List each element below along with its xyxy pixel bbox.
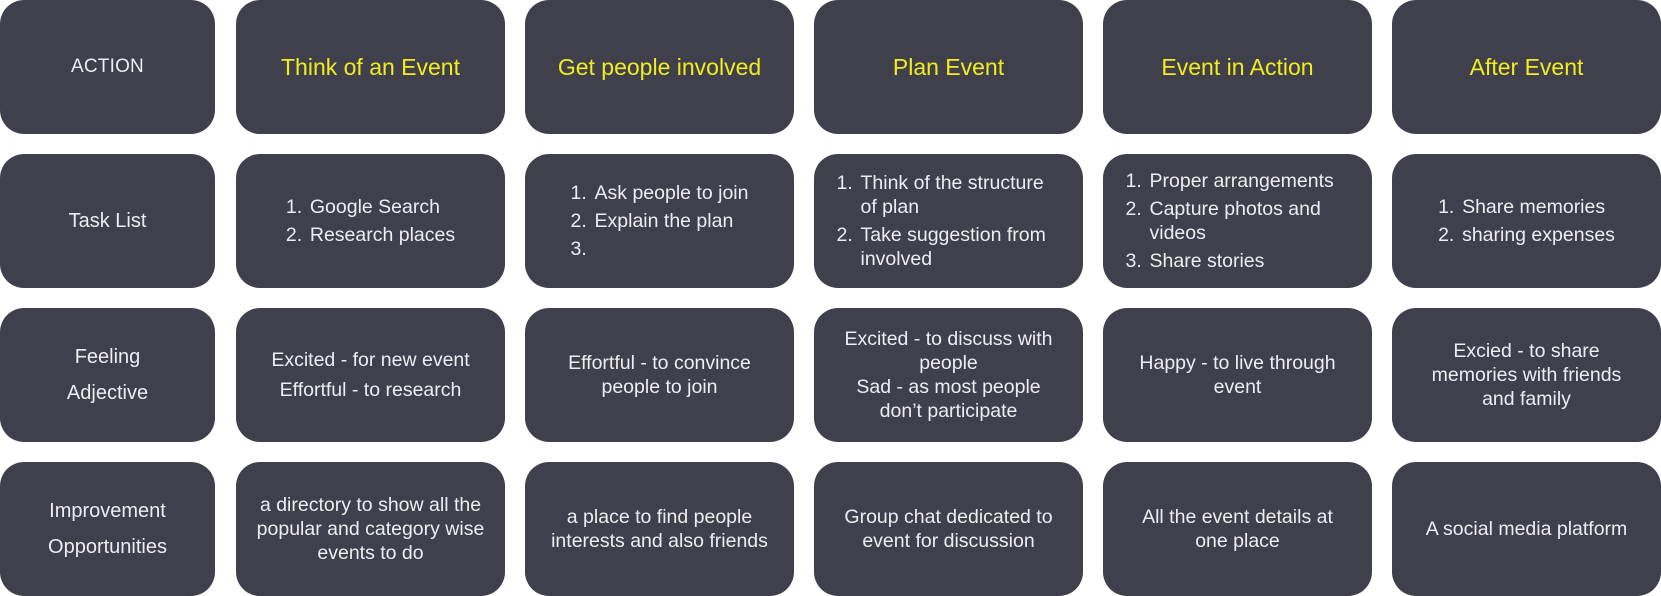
row-label-improvement-line2: Opportunities: [48, 536, 167, 558]
improvement-text: Group chat dedicated to event for discus…: [844, 506, 1053, 552]
task-text: Research places: [309, 224, 456, 246]
task-list-card-think-of-event: 1. Google Search 2. Research places: [236, 154, 505, 288]
row-label-feeling-line2: Adjective: [66, 382, 149, 404]
feeling-card-after-event: Excied - to share memories with friends …: [1392, 308, 1661, 442]
task-list: 1. Ask people to join 2. Explain the pla…: [571, 181, 749, 261]
feeling-text: Excied - to share memories with friends …: [1431, 340, 1622, 410]
feeling-card-plan-event: Excited - to discuss with people Sad - a…: [814, 308, 1083, 442]
feeling-card-event-in-action: Happy - to live through event: [1103, 308, 1372, 442]
improvement-card-event-in-action: All the event details at one place: [1103, 462, 1372, 596]
task-number: 1.: [570, 182, 587, 204]
task-list: 1. Google Search 2. Research places: [286, 195, 455, 247]
improvement-text: a directory to show all the popular and …: [256, 494, 485, 564]
task-text: Explain the plan: [594, 210, 734, 232]
task-text: Share memories: [1462, 196, 1606, 218]
task-list-card-plan-event: 1. Think of the structure of plan 2. Tak…: [814, 154, 1083, 288]
task-text: Proper arrangements: [1149, 170, 1334, 192]
stage-header-plan-event: Plan Event: [814, 0, 1083, 134]
task-number: 1.: [836, 172, 853, 194]
stage-title: After Event: [1469, 53, 1584, 80]
task-item: 2. Explain the plan: [571, 209, 749, 233]
improvement-card-plan-event: Group chat dedicated to event for discus…: [814, 462, 1083, 596]
row-label-feeling-line1: Feeling: [74, 346, 141, 368]
task-number: 2.: [570, 210, 587, 232]
task-number: 3.: [570, 238, 587, 260]
task-list: 1. Proper arrangements 2. Capture photos…: [1126, 169, 1350, 273]
stage-title: Think of an Event: [281, 53, 460, 80]
task-item: 1. Think of the structure of plan: [837, 171, 1061, 219]
task-number: 1.: [1438, 196, 1455, 218]
improvement-text: a place to find people interests and als…: [551, 506, 768, 552]
row-label-improvement-line1: Improvement: [49, 500, 166, 522]
task-text: Share stories: [1149, 250, 1265, 272]
task-list-card-after-event: 1. Share memories 2. sharing expenses: [1392, 154, 1661, 288]
task-item: 2. Take suggestion from involved: [837, 223, 1061, 271]
task-item: 1. Proper arrangements: [1126, 169, 1350, 193]
feeling-text: Excited - to discuss with people: [844, 328, 1053, 374]
stage-title: Get people involved: [557, 53, 762, 80]
feeling-card-get-people-involved: Effortful - to convince people to join: [525, 308, 794, 442]
task-number: 3.: [1125, 250, 1142, 272]
task-item: 1. Ask people to join: [571, 181, 749, 205]
task-item: 2. sharing expenses: [1438, 223, 1615, 247]
stage-header-event-in-action: Event in Action: [1103, 0, 1372, 134]
stage-header-get-people-involved: Get people involved: [525, 0, 794, 134]
task-text: Google Search: [309, 196, 440, 218]
feeling-text: Excited - for new event: [271, 349, 470, 371]
task-text: Capture photos and videos: [1149, 198, 1321, 244]
task-item: 2. Capture photos and videos: [1126, 197, 1350, 245]
row-label-feeling-adjective: Feeling Adjective: [0, 308, 215, 442]
stage-title: Plan Event: [892, 53, 1005, 80]
task-number: 1.: [1125, 170, 1142, 192]
task-list: 1. Think of the structure of plan 2. Tak…: [837, 171, 1061, 271]
feeling-text: Effortful - to research: [279, 379, 462, 401]
row-label-task-list: Task List: [0, 154, 215, 288]
improvement-text: A social media platform: [1425, 518, 1628, 540]
task-number: 2.: [1438, 224, 1455, 246]
task-item: 3.: [571, 237, 749, 261]
feeling-card-think-of-event: Excited - for new event Effortful - to r…: [236, 308, 505, 442]
task-list-card-event-in-action: 1. Proper arrangements 2. Capture photos…: [1103, 154, 1372, 288]
feeling-text: Effortful - to convince people to join: [568, 352, 751, 398]
improvement-card-after-event: A social media platform: [1392, 462, 1661, 596]
task-item: 1. Share memories: [1438, 195, 1615, 219]
task-item: 3. Share stories: [1126, 249, 1350, 273]
feeling-text: Sad - as most people don’t participate: [856, 376, 1041, 422]
task-number: 2.: [1125, 198, 1142, 220]
improvement-card-think-of-event: a directory to show all the popular and …: [236, 462, 505, 596]
stage-header-after-event: After Event: [1392, 0, 1661, 134]
improvement-card-get-people-involved: a place to find people interests and als…: [525, 462, 794, 596]
task-item: 1. Google Search: [286, 195, 455, 219]
task-text: Think of the structure of plan: [860, 172, 1044, 218]
task-text: sharing expenses: [1462, 224, 1615, 246]
row-label-task-list-text: Task List: [68, 210, 147, 232]
improvement-text: All the event details at one place: [1142, 506, 1333, 552]
task-text: Take suggestion from involved: [860, 224, 1046, 270]
task-list-card-get-people-involved: 1. Ask people to join 2. Explain the pla…: [525, 154, 794, 288]
stage-header-think-of-event: Think of an Event: [236, 0, 505, 134]
task-text: Ask people to join: [594, 182, 749, 204]
task-list: 1. Share memories 2. sharing expenses: [1438, 195, 1615, 247]
task-text: [595, 237, 749, 261]
task-number: 2.: [836, 224, 853, 246]
stage-title: Event in Action: [1161, 53, 1314, 80]
task-number: 1.: [285, 196, 303, 218]
task-item: 2. Research places: [286, 223, 455, 247]
task-number: 2.: [285, 224, 303, 246]
row-label-action-text: ACTION: [71, 56, 144, 77]
feeling-text: Happy - to live through event: [1139, 352, 1336, 398]
row-label-improvement-opportunities: Improvement Opportunities: [0, 462, 215, 596]
row-label-action: ACTION: [0, 0, 215, 134]
